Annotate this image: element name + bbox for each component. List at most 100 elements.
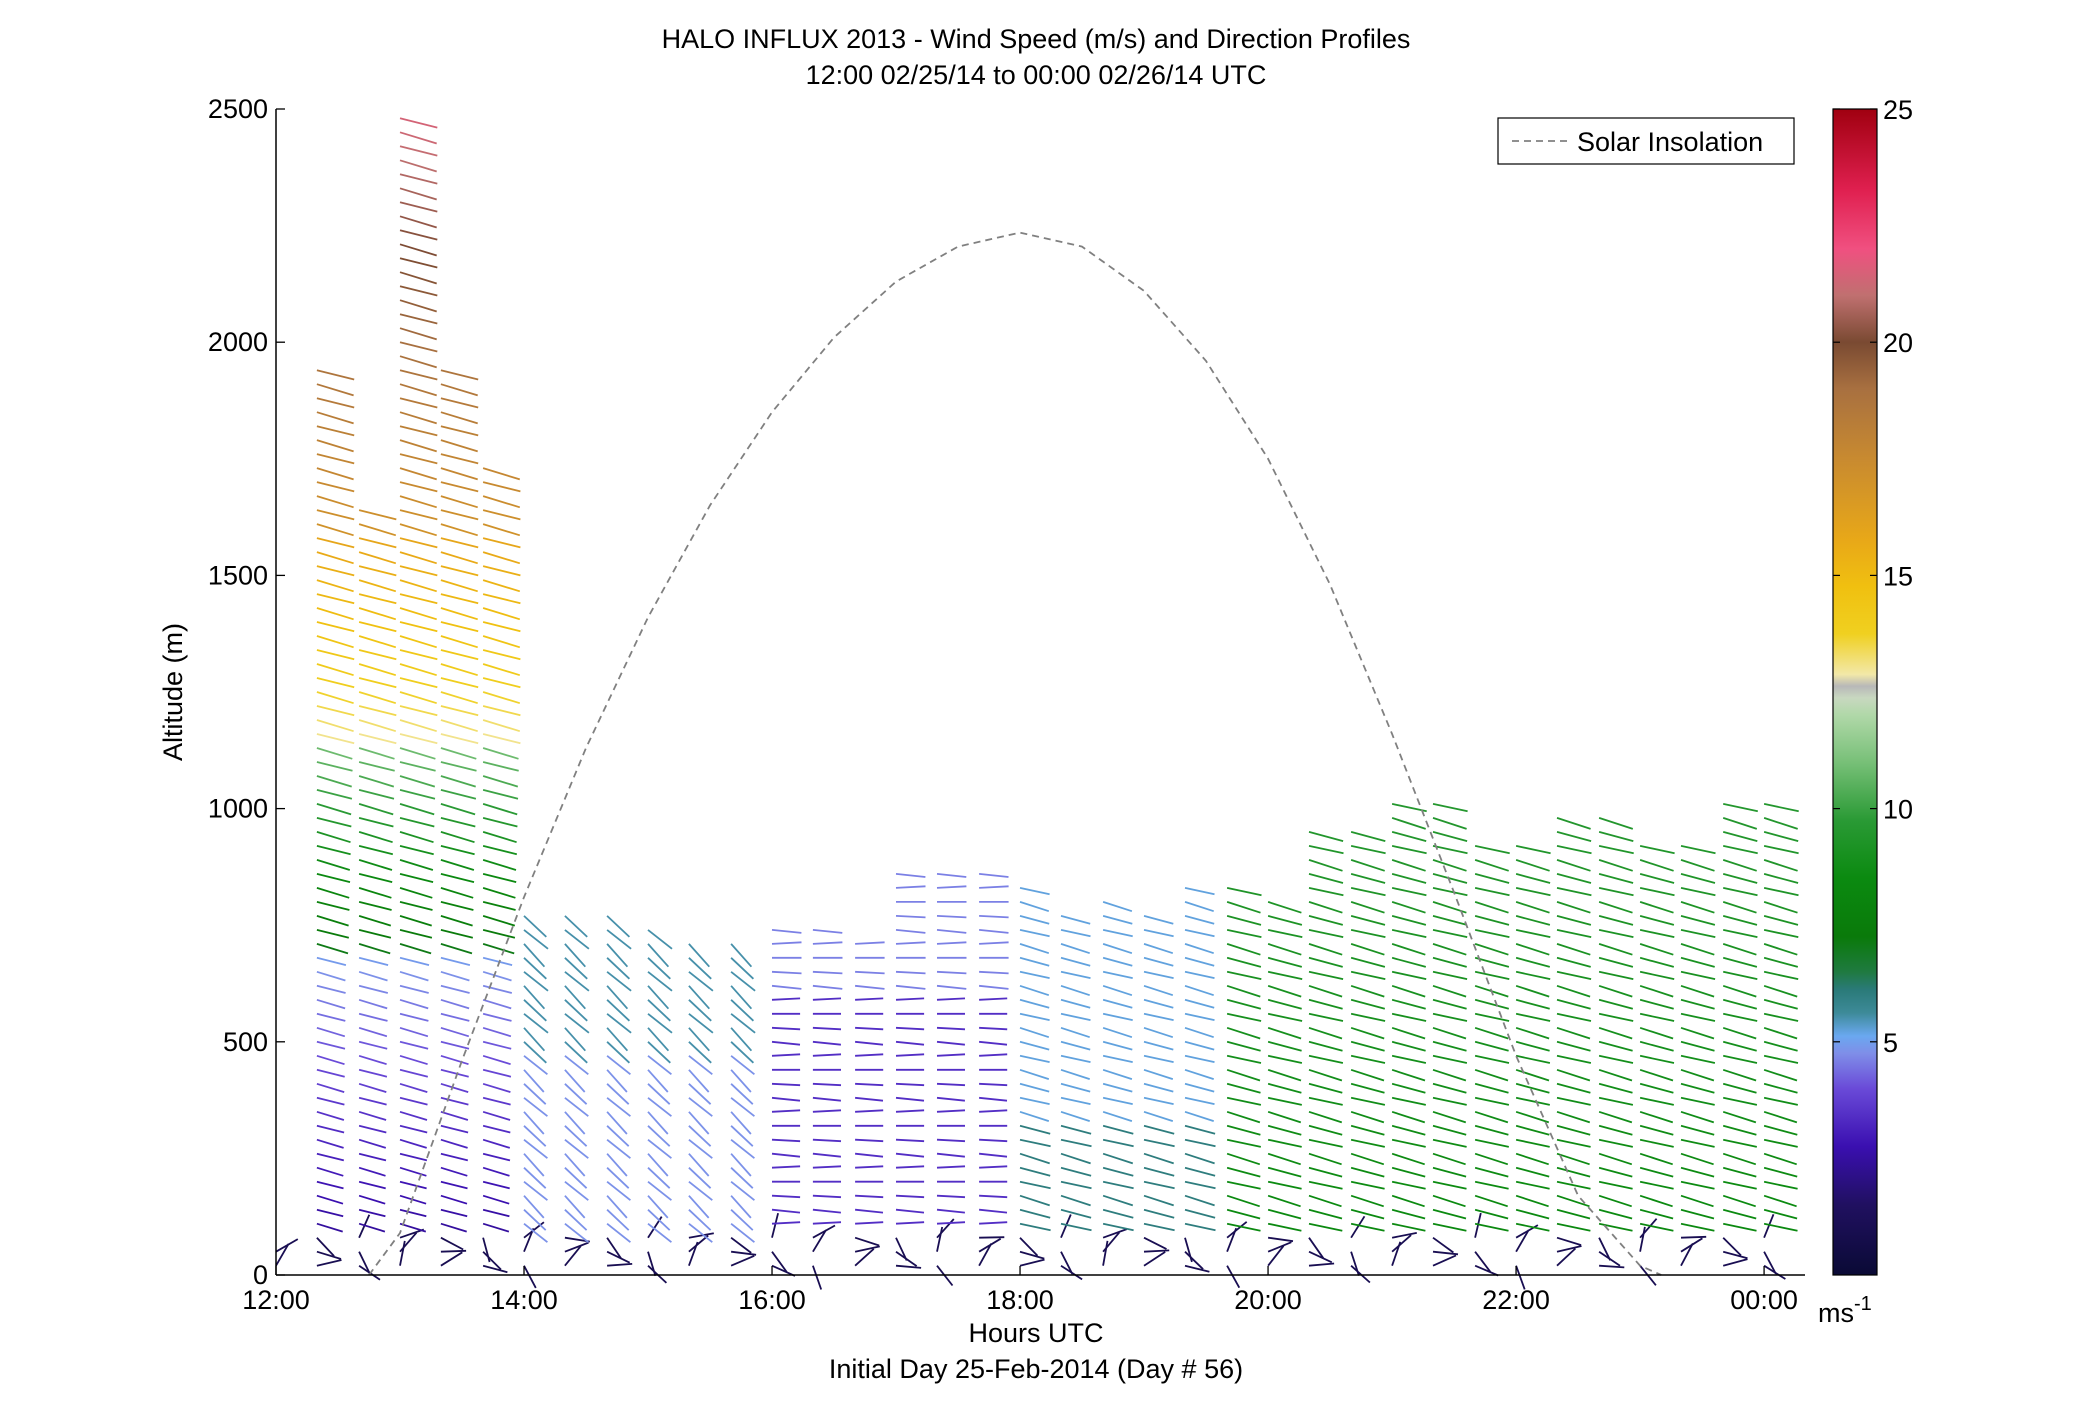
wind-barb — [316, 649, 355, 661]
wind-barb — [399, 439, 437, 453]
wind-barb — [1763, 1026, 1798, 1040]
wind-barb — [1474, 998, 1510, 1010]
wind-barb — [1680, 1222, 1715, 1232]
wind-barb — [1556, 915, 1592, 926]
wind-barb — [1308, 915, 1344, 926]
wind-barb — [1391, 1180, 1426, 1190]
wind-barb — [1184, 1124, 1216, 1135]
wind-barb — [482, 1096, 511, 1106]
wind-barb — [771, 1096, 801, 1102]
wind-barb — [440, 411, 478, 425]
wind-barb — [1226, 915, 1262, 926]
wind-barb — [936, 1221, 966, 1225]
wind-barb — [1184, 887, 1215, 896]
wind-barb — [1474, 1251, 1492, 1273]
wind-barb — [275, 1243, 290, 1267]
wind-barb — [482, 873, 517, 883]
wind-barb — [1226, 1040, 1261, 1052]
wind-barb — [606, 971, 632, 992]
wind-barb — [399, 677, 438, 689]
wind-barb — [1391, 1068, 1426, 1082]
wind-barb — [1019, 1194, 1050, 1207]
wind-barb — [771, 1082, 801, 1087]
wind-barb — [606, 1222, 631, 1243]
wind-barb — [1019, 984, 1050, 997]
wind-barb — [1226, 1124, 1261, 1136]
wind-barb — [688, 1027, 710, 1052]
wind-barb — [1432, 1180, 1467, 1190]
wind-barb — [1184, 915, 1215, 925]
wind-barb — [855, 1026, 884, 1031]
wind-barb — [1143, 1054, 1174, 1063]
wind-barb — [1143, 998, 1174, 1009]
wind-barb — [564, 1153, 586, 1177]
wind-barb — [1598, 873, 1634, 884]
wind-barb — [647, 957, 671, 980]
wind-barb — [1474, 1040, 1509, 1052]
wind-barb — [358, 1222, 386, 1233]
wind-barb — [1019, 1208, 1051, 1219]
wind-barb — [936, 984, 967, 990]
wind-barb — [440, 956, 471, 966]
wind-barb — [812, 941, 843, 945]
wind-barb — [895, 970, 926, 975]
wind-barb — [358, 887, 392, 899]
wind-barb — [1350, 873, 1386, 884]
wind-barb — [316, 677, 355, 689]
wind-barb — [440, 1068, 469, 1078]
wind-barb — [482, 733, 521, 745]
wind-barb — [358, 509, 397, 521]
wind-barb — [1598, 1110, 1633, 1124]
wind-barb — [688, 1222, 713, 1243]
wind-barb — [1556, 817, 1591, 830]
wind-barb — [440, 607, 478, 621]
wind-barb — [1102, 1194, 1134, 1207]
wind-barb — [1432, 970, 1468, 980]
wind-barb — [1226, 901, 1261, 914]
wind-barb — [1143, 943, 1174, 955]
wind-barb — [564, 1125, 588, 1147]
wind-barb — [1226, 1222, 1261, 1232]
wind-barb — [1102, 998, 1133, 1009]
wind-barb — [1639, 845, 1675, 855]
wind-barb — [895, 1082, 925, 1087]
wind-barb — [316, 1208, 344, 1218]
wind-barb — [688, 1055, 713, 1076]
wind-barb — [1060, 1068, 1090, 1080]
wind-barb — [1474, 943, 1509, 956]
wind-barb — [1060, 998, 1091, 1009]
wind-barb — [482, 537, 521, 549]
wind-barb — [1019, 1068, 1050, 1080]
wind-barb — [979, 941, 1009, 945]
wind-barb — [399, 901, 433, 911]
wind-barb — [1639, 1054, 1675, 1064]
wind-barb — [895, 1109, 925, 1113]
wind-barb — [606, 957, 631, 980]
wind-barb — [399, 593, 438, 605]
wind-barb — [358, 1194, 386, 1205]
wind-barb — [1515, 1229, 1530, 1253]
wind-barb — [1763, 1222, 1798, 1232]
wind-barb — [688, 1013, 714, 1034]
wind-barb — [1391, 1082, 1426, 1094]
wind-barb — [1019, 1082, 1050, 1093]
wind-barb — [1639, 1180, 1674, 1190]
wind-barb — [440, 1040, 470, 1050]
wind-barb — [730, 1180, 755, 1201]
wind-barb — [358, 859, 393, 871]
x-tick-label: 00:00 — [1730, 1285, 1798, 1315]
wind-barb — [1102, 1138, 1134, 1148]
wind-barb — [1350, 1222, 1385, 1232]
wind-barb — [855, 941, 885, 945]
wind-barb — [440, 565, 479, 577]
wind-barb — [440, 915, 473, 927]
wind-barb — [482, 1082, 511, 1093]
wind-barb — [316, 859, 351, 871]
wind-barb — [895, 1152, 925, 1158]
wind-barb — [1267, 1012, 1303, 1022]
wind-barb — [1308, 998, 1343, 1010]
wind-barb — [730, 971, 756, 992]
wind-barb — [1226, 984, 1261, 998]
wind-barb — [564, 1069, 586, 1093]
